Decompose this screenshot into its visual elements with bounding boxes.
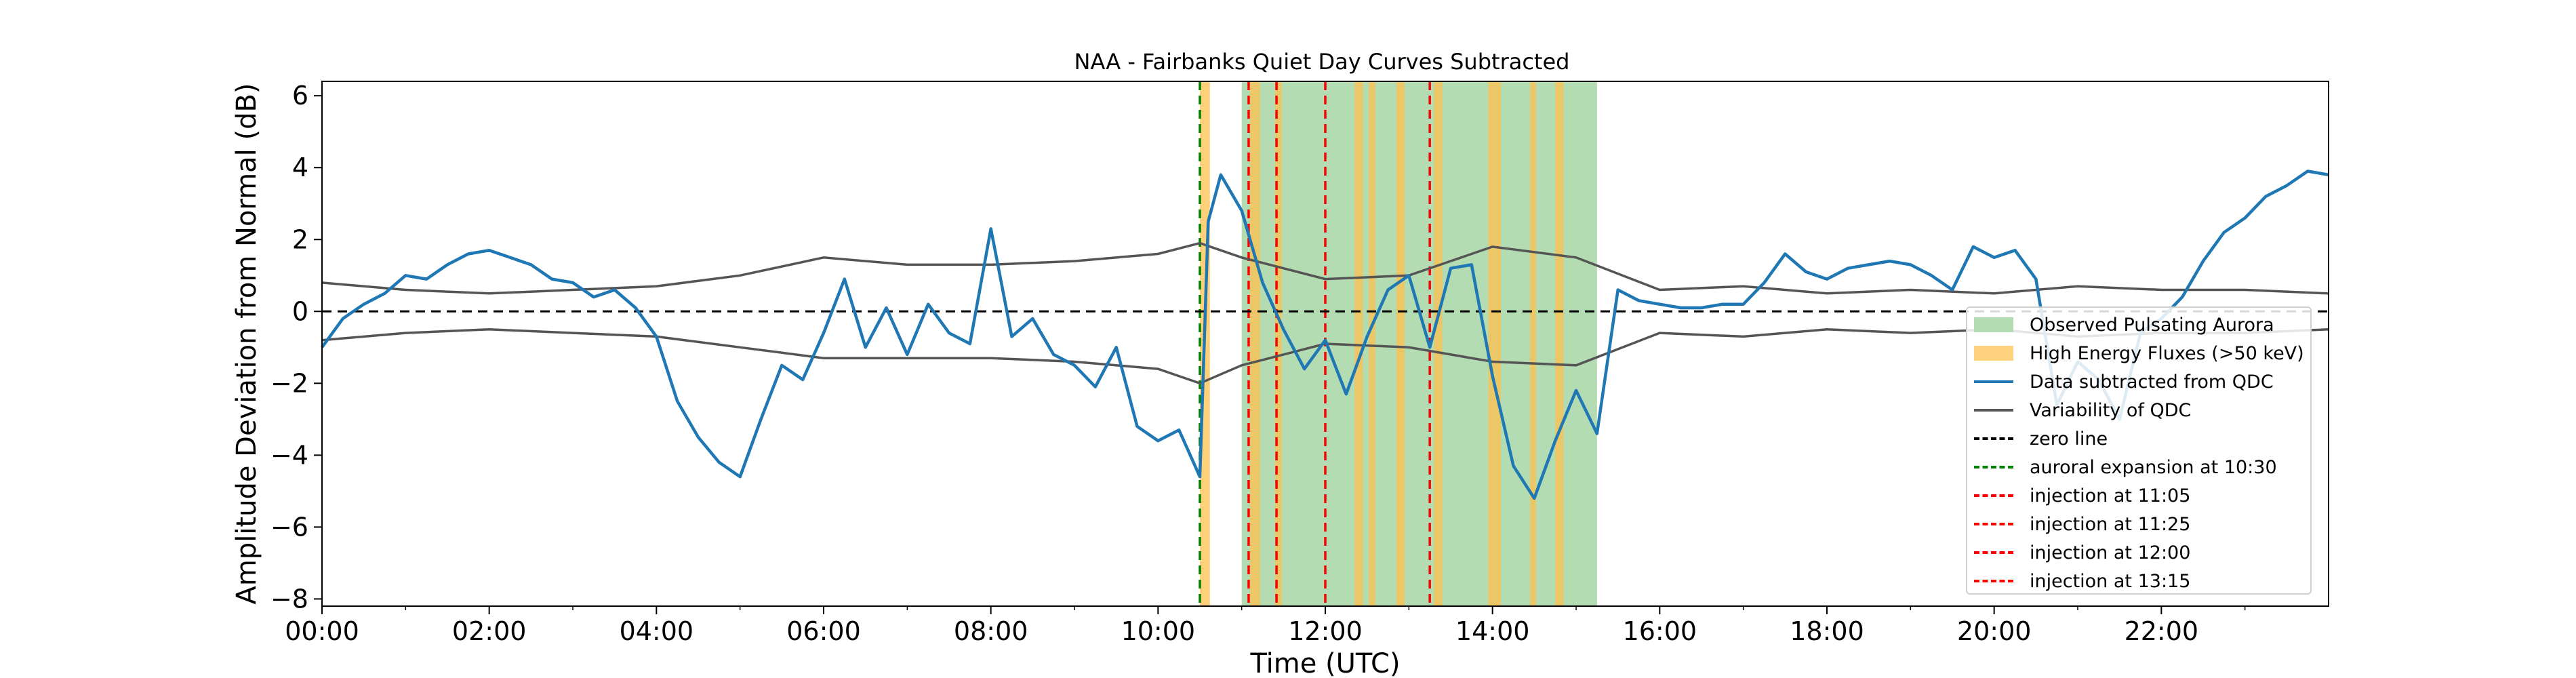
y-tick-label: 4 <box>292 153 308 182</box>
legend-swatch-data <box>1974 380 2013 383</box>
high-energy-band <box>1396 81 1405 606</box>
x-tick-label: 22:00 <box>2125 616 2199 646</box>
high-energy-band <box>1434 81 1443 606</box>
legend-swatch-pulsating <box>1974 317 2013 332</box>
high-energy-band <box>1354 81 1363 606</box>
x-tick-label: 16:00 <box>1623 616 1697 646</box>
x-tick-label: 06:00 <box>786 616 861 646</box>
legend: Observed Pulsating Aurora High Energy Fl… <box>1966 306 2312 595</box>
legend-swatch-injection <box>1974 580 2013 582</box>
legend-swatch-expansion <box>1974 466 2013 468</box>
y-tick-label: 0 <box>292 296 308 326</box>
legend-label: injection at 11:05 <box>2030 485 2191 506</box>
legend-label: High Energy Fluxes (>50 keV) <box>2030 342 2304 364</box>
legend-item-zero: zero line <box>1974 424 2303 453</box>
x-tick-label: 00:00 <box>285 616 359 646</box>
x-tick-label: 20:00 <box>1957 616 2032 646</box>
legend-label: injection at 11:25 <box>2030 513 2191 535</box>
pulsating-aurora-band <box>1241 81 1597 606</box>
y-axis-label: Amplitude Deviation from Normal (dB) <box>231 83 262 604</box>
legend-swatch-injection <box>1974 523 2013 525</box>
x-tick-label: 12:00 <box>1288 616 1363 646</box>
legend-swatch-injection <box>1974 494 2013 497</box>
y-tick-label: −2 <box>270 368 308 398</box>
x-tick-label: 14:00 <box>1455 616 1530 646</box>
high-energy-band <box>1530 81 1536 606</box>
legend-label: Data subtracted from QDC <box>2030 371 2274 393</box>
high-energy-band <box>1275 81 1282 606</box>
legend-swatch-injection <box>1974 551 2013 554</box>
y-tick-label: 2 <box>292 224 308 254</box>
legend-item-high-energy: High Energy Fluxes (>50 keV) <box>1974 339 2304 367</box>
legend-item-injection-1125: injection at 11:25 <box>1974 510 2303 538</box>
y-tick-label: −4 <box>270 440 308 470</box>
x-tick-label: 02:00 <box>452 616 527 646</box>
legend-item-injection-1105: injection at 11:05 <box>1974 481 2303 510</box>
high-energy-band <box>1369 81 1375 606</box>
high-energy-band <box>1555 81 1564 606</box>
legend-label: Variability of QDC <box>2030 399 2192 421</box>
x-tick-label: 08:00 <box>954 616 1028 646</box>
high-energy-band <box>1250 81 1260 606</box>
legend-label: injection at 13:15 <box>2030 570 2191 592</box>
legend-item-injection-1200: injection at 12:00 <box>1974 538 2303 567</box>
y-tick-label: 6 <box>292 81 308 111</box>
legend-item-data: Data subtracted from QDC <box>1974 367 2303 396</box>
legend-item-pulsating: Observed Pulsating Aurora <box>1974 311 2303 339</box>
legend-swatch-qdc <box>1974 409 2013 412</box>
legend-label: zero line <box>2030 428 2108 450</box>
x-tick-label: 18:00 <box>1790 616 1864 646</box>
legend-item-injection-1315: injection at 13:15 <box>1974 567 2303 595</box>
x-tick-label: 04:00 <box>620 616 694 646</box>
legend-label: injection at 12:00 <box>2030 542 2191 563</box>
legend-swatch-zero <box>1974 437 2013 440</box>
x-axis: 00:00 02:00 04:00 06:00 08:00 10:00 12:00 14:00… <box>285 606 2246 646</box>
chart-title: NAA - Fairbanks Quiet Day Curves Subtrac… <box>1074 49 1570 75</box>
x-axis-label: Time (UTC) <box>1249 648 1400 678</box>
legend-item-qdc: Variability of QDC <box>1974 396 2303 424</box>
data-series <box>321 170 2329 500</box>
y-tick-label: −8 <box>270 584 308 614</box>
high-energy-band <box>1488 81 1501 606</box>
legend-item-expansion: auroral expansion at 10:30 <box>1974 453 2303 481</box>
legend-swatch-high-energy <box>1974 346 2013 361</box>
qdc-upper-line <box>321 241 2329 295</box>
shaded-intervals <box>1200 81 1597 606</box>
y-axis: −8 −6 −4 −2 0 2 4 6 <box>270 81 322 614</box>
x-tick-label: 10:00 <box>1121 616 1196 646</box>
y-tick-label: −6 <box>270 512 308 542</box>
legend-label: Observed Pulsating Aurora <box>2030 314 2274 336</box>
legend-label: auroral expansion at 10:30 <box>2030 456 2277 478</box>
data-series-line <box>321 170 2329 500</box>
